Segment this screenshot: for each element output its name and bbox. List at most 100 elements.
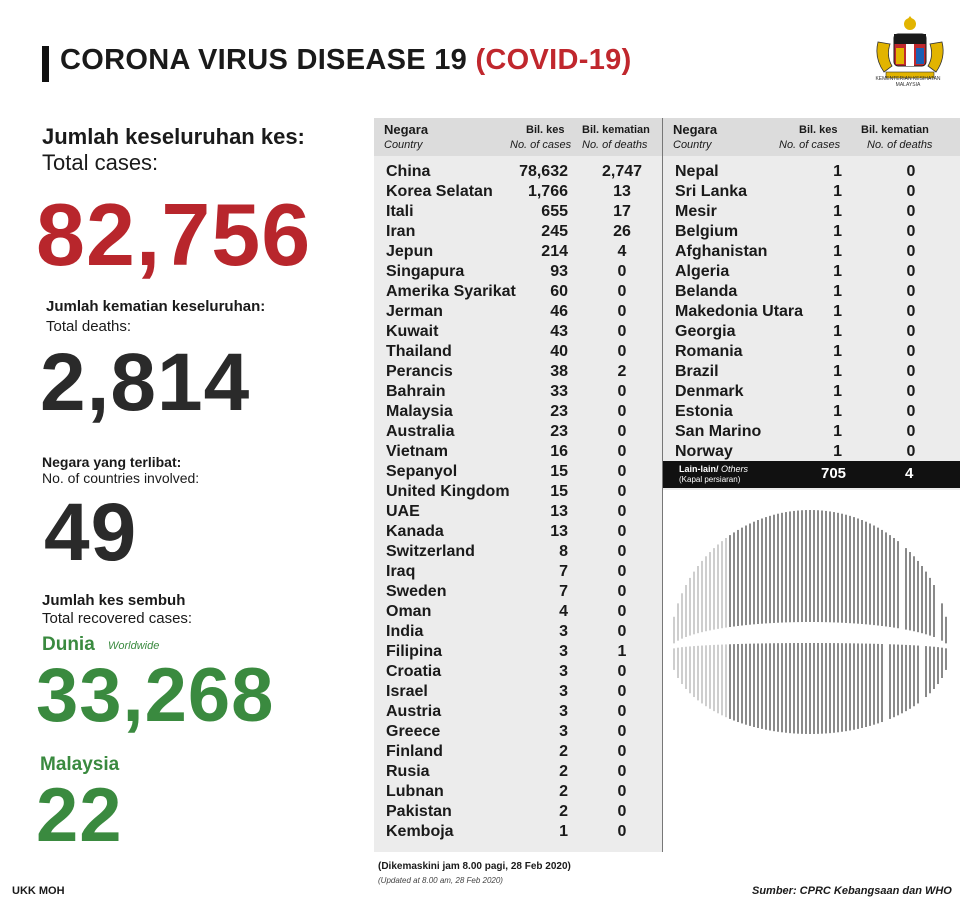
table-row: Norway 1 0 xyxy=(663,442,960,462)
table-row: Denmark 1 0 xyxy=(663,382,960,402)
table-row: Amerika Syarikat 60 0 xyxy=(374,282,662,302)
country-name: Mesir xyxy=(675,203,717,220)
table-row: Lubnan 2 0 xyxy=(374,782,662,802)
country-name: Norway xyxy=(675,443,733,460)
total-cases-label-ms: Jumlah keseluruhan kes: xyxy=(42,124,305,149)
deaths-value: 0 xyxy=(906,183,916,200)
cases-value: 1 xyxy=(833,283,842,300)
cases-value: 1 xyxy=(833,323,842,340)
table-row: Belgium 1 0 xyxy=(663,222,960,242)
country-name: Jerman xyxy=(386,303,443,320)
deaths-value: 0 xyxy=(617,303,627,320)
deaths-value: 0 xyxy=(617,663,627,680)
world-recovered-value: 33,268 xyxy=(36,653,275,738)
table-header: Negara Country Bil. kes No. of cases Bil… xyxy=(374,118,662,156)
table-row: Algeria 1 0 xyxy=(663,262,960,282)
cases-value: 655 xyxy=(541,203,568,220)
table-row: Iran 245 26 xyxy=(374,222,662,242)
malaysia-label: Malaysia xyxy=(40,754,120,775)
others-row: Lain-lain/ Others (Kapal persiaran) 705 … xyxy=(663,461,960,488)
cases-value: 7 xyxy=(559,583,568,600)
total-cases-label-en: Total cases: xyxy=(42,150,159,175)
country-name: Rusia xyxy=(386,763,430,780)
deaths-value: 0 xyxy=(617,623,627,640)
country-name: Bahrain xyxy=(386,383,446,400)
table-row: Filipina 3 1 xyxy=(374,642,662,662)
cases-value: 93 xyxy=(550,263,568,280)
footer-credit: UKK MOH xyxy=(12,885,65,897)
country-name: Afghanistan xyxy=(675,243,768,260)
table-row: Afghanistan 1 0 xyxy=(663,242,960,262)
country-name: Amerika Syarikat xyxy=(386,283,516,300)
cases-value: 8 xyxy=(559,543,568,560)
country-name: United Kingdom xyxy=(386,483,510,500)
others-label-en: Others xyxy=(721,464,749,474)
header-country-en: Country xyxy=(673,139,712,151)
country-name: Malaysia xyxy=(386,403,453,420)
deaths-value: 0 xyxy=(617,543,627,560)
countries-value: 49 xyxy=(44,487,138,578)
deaths-value: 0 xyxy=(617,423,627,440)
deaths-value: 0 xyxy=(617,263,627,280)
total-deaths-value: 2,814 xyxy=(40,337,251,428)
cases-value: 1 xyxy=(833,263,842,280)
country-name: Jepun xyxy=(386,243,434,260)
table-row: Perancis 38 2 xyxy=(374,362,662,382)
country-name: UAE xyxy=(386,503,420,520)
header-deaths-ms: Bil. kematian xyxy=(582,124,650,136)
cases-value: 245 xyxy=(541,223,568,240)
table-row: Belanda 1 0 xyxy=(663,282,960,302)
cases-value: 13 xyxy=(550,523,568,540)
table-row: Sepanyol 15 0 xyxy=(374,462,662,482)
table-row: United Kingdom 15 0 xyxy=(374,482,662,502)
country-name: India xyxy=(386,623,424,640)
country-name: Brazil xyxy=(675,363,719,380)
cases-value: 1 xyxy=(833,183,842,200)
deaths-value: 0 xyxy=(617,583,627,600)
cases-value: 3 xyxy=(559,623,568,640)
header-country-ms: Negara xyxy=(673,122,718,137)
country-name: Korea Selatan xyxy=(386,183,493,200)
cases-value: 1 xyxy=(833,403,842,420)
table-row: Jepun 214 4 xyxy=(374,242,662,262)
cases-value: 16 xyxy=(550,443,568,460)
country-name: Iraq xyxy=(386,563,416,580)
deaths-value: 0 xyxy=(906,203,916,220)
table-row: Georgia 1 0 xyxy=(663,322,960,342)
cases-value: 40 xyxy=(550,343,568,360)
others-deaths: 4 xyxy=(905,465,914,482)
table-row: Thailand 40 0 xyxy=(374,342,662,362)
table-row: Iraq 7 0 xyxy=(374,562,662,582)
others-label-ms: Lain-lain/ xyxy=(679,464,719,474)
cases-value: 1 xyxy=(833,423,842,440)
header-deaths-en: No. of deaths xyxy=(582,139,648,151)
cases-value: 1 xyxy=(833,363,842,380)
cases-value: 4 xyxy=(559,603,568,620)
total-cases-value: 82,756 xyxy=(36,185,312,284)
table-row: Croatia 3 0 xyxy=(374,662,662,682)
country-name: Switzerland xyxy=(386,543,475,560)
header-deaths-ms: Bil. kematian xyxy=(861,124,929,136)
table-row: Rusia 2 0 xyxy=(374,762,662,782)
cases-value: 33 xyxy=(550,383,568,400)
deaths-value: 0 xyxy=(617,763,627,780)
table-row: UAE 13 0 xyxy=(374,502,662,522)
table-row: Sweden 7 0 xyxy=(374,582,662,602)
country-name: Singapura xyxy=(386,263,465,280)
deaths-value: 17 xyxy=(613,203,631,220)
country-name: Pakistan xyxy=(386,803,452,820)
table-row: Kanada 13 0 xyxy=(374,522,662,542)
others-sublabel: (Kapal persiaran) xyxy=(679,475,741,484)
cases-value: 46 xyxy=(550,303,568,320)
cases-value: 1 xyxy=(833,343,842,360)
country-name: Belgium xyxy=(675,223,739,240)
crest-label-line1: KEMENTERIAN KESIHATAN xyxy=(875,76,941,82)
country-name: China xyxy=(386,163,431,180)
table-row: Bahrain 33 0 xyxy=(374,382,662,402)
others-cases: 705 xyxy=(821,465,847,482)
cases-value: 1 xyxy=(833,163,842,180)
header-cases-ms: Bil. kes xyxy=(526,124,565,136)
header-country-ms: Negara xyxy=(384,122,429,137)
cases-value: 1 xyxy=(833,243,842,260)
country-name: Kemboja xyxy=(386,823,454,840)
